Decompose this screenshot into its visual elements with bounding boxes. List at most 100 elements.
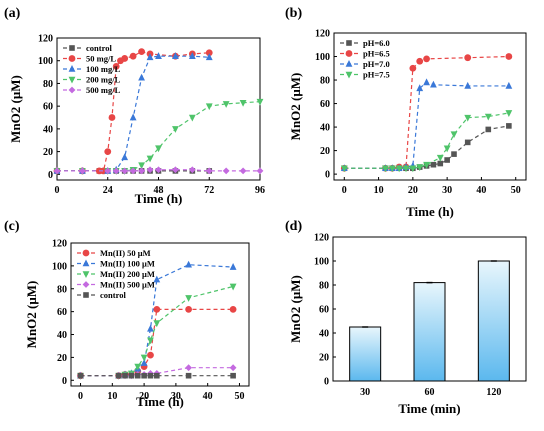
legend-marker <box>68 65 76 72</box>
legend-label: pH=6.0 <box>363 38 390 48</box>
data-point <box>155 52 162 59</box>
legend-label: pH=7.5 <box>363 70 390 80</box>
series-2 <box>340 78 513 172</box>
data-point <box>188 52 196 59</box>
y-tick-label: 60 <box>319 305 329 316</box>
data-point <box>147 324 154 332</box>
y-tick-label: 120 <box>52 239 67 250</box>
data-point <box>112 167 120 175</box>
legend-label: 200 mg/L <box>86 75 121 85</box>
legend-marker <box>68 55 76 62</box>
bar <box>477 260 510 382</box>
panel-label: (c) <box>4 219 20 234</box>
x-tick-label: 30 <box>171 391 181 402</box>
data-point <box>172 52 179 59</box>
legend-label: Mn(II) 100 μM <box>100 259 155 269</box>
legend-label: 500 mg/L <box>86 85 121 95</box>
series-3 <box>53 98 264 175</box>
y-tick-label: 0 <box>325 170 330 181</box>
plot-frame <box>333 32 527 181</box>
y-tick-label: 40 <box>319 329 329 340</box>
legend-marker <box>82 281 90 288</box>
data-point <box>416 84 424 92</box>
data-point <box>147 351 154 359</box>
data-point <box>229 263 237 270</box>
legend-label: Mn(II) 50 μM <box>100 248 151 258</box>
y-tick-label: 20 <box>57 353 67 364</box>
data-point <box>388 165 396 173</box>
x-axis-label: Time (h) <box>135 191 183 206</box>
panel-label: (b) <box>285 6 302 21</box>
y-tick-label: 20 <box>320 146 330 157</box>
legend: pH=6.0pH=6.5pH=7.0pH=7.5 <box>340 38 390 80</box>
data-point <box>121 167 129 175</box>
x-tick-label: 20 <box>408 185 418 196</box>
legend-marker <box>82 259 90 267</box>
data-point <box>229 364 237 372</box>
y-axis-label: MnO2 (μM) <box>24 281 39 349</box>
x-tick-label: 20 <box>139 391 149 402</box>
x-axis-label: Time (min) <box>398 401 460 416</box>
data-point <box>430 161 437 168</box>
data-point <box>129 167 137 175</box>
y-tick-label: 120 <box>38 34 53 45</box>
y-axis-label: MnO2 (μM) <box>288 73 303 141</box>
series-line <box>80 285 234 377</box>
data-point <box>146 166 154 174</box>
x-tick-label: 0 <box>342 185 347 196</box>
series-4 <box>77 372 236 379</box>
legend-marker <box>345 60 353 67</box>
data-point <box>430 80 437 88</box>
series-0 <box>77 305 237 380</box>
data-point <box>222 167 230 175</box>
data-point <box>138 167 145 175</box>
data-point <box>229 283 237 291</box>
data-point <box>108 114 116 121</box>
legend-marker <box>69 45 75 51</box>
series-line <box>80 264 234 377</box>
data-point <box>205 53 213 61</box>
data-point <box>185 295 193 302</box>
data-point <box>382 165 389 173</box>
series-line <box>57 101 261 172</box>
data-point <box>505 110 513 117</box>
series-line <box>80 308 234 377</box>
data-point <box>53 167 61 175</box>
y-tick-label: 60 <box>57 307 67 318</box>
data-point <box>122 372 128 379</box>
x-tick-label: 72 <box>204 185 214 196</box>
legend-marker <box>83 292 89 298</box>
data-point <box>437 160 444 167</box>
legend-marker <box>346 40 352 46</box>
legend-label: Mn(II) 200 μM <box>100 269 155 279</box>
y-tick-label: 80 <box>43 79 53 90</box>
data-point <box>451 151 457 157</box>
data-point <box>205 103 213 111</box>
series-2 <box>53 52 213 174</box>
data-point <box>222 101 230 108</box>
legend-label: Mn(II) 500 μM <box>100 280 155 290</box>
legend-marker <box>82 271 90 278</box>
data-point <box>505 53 513 60</box>
x-tick-label: 40 <box>476 185 486 196</box>
data-point <box>172 166 179 174</box>
legend-label: pH=7.0 <box>363 59 390 69</box>
data-point <box>128 372 135 379</box>
x-tick-label: 40 <box>203 391 213 402</box>
data-point <box>154 372 160 379</box>
data-point <box>340 165 348 173</box>
x-tick-label: 60 <box>425 387 435 398</box>
legend-marker <box>68 86 76 94</box>
data-point <box>506 123 512 129</box>
data-point <box>140 359 148 366</box>
legend-label: pH=6.5 <box>363 49 390 59</box>
y-tick-label: 0 <box>62 376 67 387</box>
data-point <box>239 99 247 107</box>
data-point <box>484 113 492 121</box>
data-point <box>423 55 430 63</box>
data-point <box>147 337 154 345</box>
data-point <box>155 145 162 153</box>
series-4 <box>53 166 264 175</box>
